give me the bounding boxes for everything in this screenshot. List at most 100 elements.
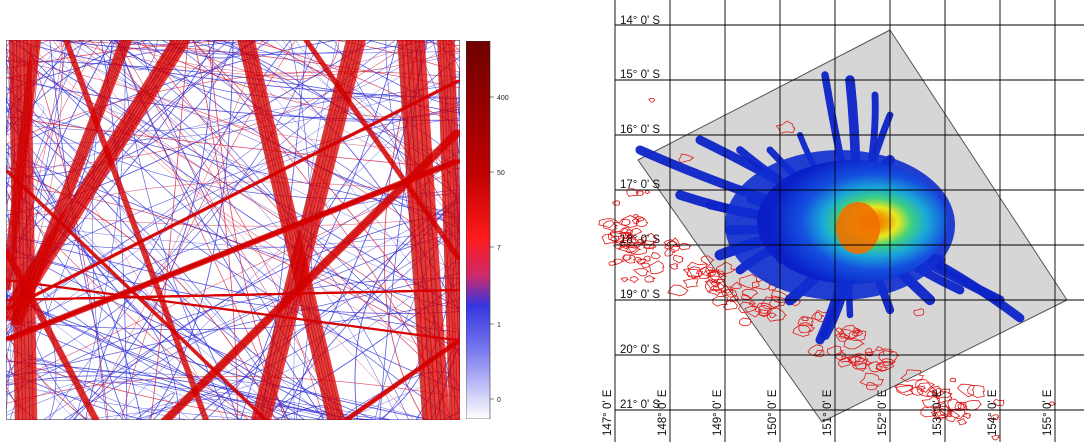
reef-outline xyxy=(896,384,914,396)
vessel-track xyxy=(6,375,241,420)
reef-outline xyxy=(628,233,635,239)
reef-outline xyxy=(913,308,925,317)
colorbar-tick-label: 50 xyxy=(497,170,505,177)
reef-outline xyxy=(682,278,699,288)
vessel-corridor xyxy=(7,169,269,420)
vessel-corridor xyxy=(19,40,133,326)
vessel-track xyxy=(107,40,418,74)
reef-outline xyxy=(636,190,645,197)
reef-outline xyxy=(635,216,649,228)
colorbar-ramp xyxy=(466,41,491,419)
reef-outline xyxy=(610,235,622,243)
vessel-corridor xyxy=(6,170,266,420)
vessel-corridor xyxy=(263,40,363,420)
reef-outline xyxy=(640,240,656,250)
vessel-corridor xyxy=(64,40,207,420)
reef-outline xyxy=(882,348,895,356)
reef-outline xyxy=(707,270,726,283)
vessel-track xyxy=(12,40,460,100)
reef-outline xyxy=(944,410,960,423)
reef-outline xyxy=(1048,401,1057,406)
vessel-track xyxy=(6,359,125,420)
reef-outline xyxy=(647,244,657,250)
reef-outline xyxy=(874,346,885,352)
vessel-corridor xyxy=(160,129,457,420)
vessel-corridor xyxy=(260,40,360,420)
reef-outline xyxy=(619,232,631,239)
reef-outline xyxy=(729,294,739,303)
vessel-track xyxy=(6,48,460,352)
vessel-track xyxy=(113,72,460,420)
colorbar-tick-label: 7 xyxy=(497,245,501,252)
vessel-track xyxy=(6,40,373,216)
vessel-track xyxy=(193,40,238,420)
reef-outline xyxy=(678,153,694,164)
vessel-corridor xyxy=(8,279,460,341)
vessel-corridor xyxy=(6,171,265,420)
vessel-corridor xyxy=(7,249,99,420)
vessel-corridor xyxy=(15,40,27,420)
vessel-track xyxy=(6,200,460,416)
vessel-track xyxy=(55,40,460,151)
vessel-track-density-map xyxy=(6,40,460,420)
vessel-track xyxy=(6,131,295,420)
reef-outline xyxy=(723,299,739,311)
reef-outline xyxy=(620,277,630,282)
reef-outline xyxy=(792,324,813,337)
vessel-track xyxy=(34,40,460,304)
reef-outline xyxy=(921,396,940,409)
reef-outline xyxy=(622,254,636,264)
vessel-track xyxy=(6,370,233,420)
latitude-label: 20° 0' S xyxy=(620,344,660,356)
longitude-label: 149° 0' E xyxy=(712,389,724,436)
reef-outline xyxy=(715,261,738,275)
reef-outline xyxy=(992,398,1005,406)
reef-outline xyxy=(730,281,743,289)
reef-outline xyxy=(962,413,972,419)
vessel-corridor xyxy=(437,40,453,420)
longitude-label: 147° 0' E xyxy=(602,389,614,436)
vessel-corridor xyxy=(6,40,37,291)
reef-outline xyxy=(682,266,704,278)
reef-outline xyxy=(602,220,618,231)
vessel-track xyxy=(147,40,234,420)
reef-outline xyxy=(748,301,757,306)
reef-outline xyxy=(908,386,925,396)
vessel-corridor xyxy=(6,169,268,420)
vessel-track xyxy=(6,40,440,132)
colorbar-graphic: 400 50 7 1 0 xyxy=(466,41,509,419)
vessel-corridor xyxy=(6,40,38,291)
reef-outline xyxy=(837,356,854,368)
vessel-track xyxy=(62,230,460,420)
reef-outline xyxy=(598,218,620,229)
graticule xyxy=(614,0,1084,442)
reef-outline xyxy=(648,260,665,274)
reef-outline xyxy=(881,358,897,367)
vessel-track xyxy=(49,40,127,420)
colorbar-tick-label: 400 xyxy=(497,95,509,102)
reef-outline xyxy=(622,254,633,261)
particle-dispersal-map: 14° 0' S 15° 0' S 16° 0' S 17° 0' S 18° … xyxy=(590,0,1084,442)
vessel-track xyxy=(68,40,399,420)
vessel-corridor xyxy=(307,40,460,258)
vessel-track xyxy=(6,117,460,330)
reef-outline xyxy=(611,200,621,206)
vessel-track xyxy=(125,399,334,420)
latitude-label: 15° 0' S xyxy=(620,69,660,81)
reef-outline xyxy=(864,347,876,355)
reef-outline xyxy=(644,275,656,283)
reef-outline xyxy=(629,276,640,284)
reef-outline xyxy=(712,283,727,294)
reef-outline xyxy=(651,252,661,260)
reef-outline xyxy=(708,286,725,297)
reef-outline xyxy=(698,266,715,280)
latitude-label: 17° 0' S xyxy=(620,179,660,191)
reef-outline xyxy=(767,312,778,318)
vessel-track xyxy=(72,209,460,420)
colorbar-ticks: 400 50 7 1 0 xyxy=(490,95,509,404)
reef-outline xyxy=(631,218,640,225)
latitude-label: 14° 0' S xyxy=(620,15,660,27)
vessel-corridor xyxy=(397,40,428,420)
reef-outline xyxy=(644,189,651,195)
reef-outline xyxy=(826,345,845,356)
